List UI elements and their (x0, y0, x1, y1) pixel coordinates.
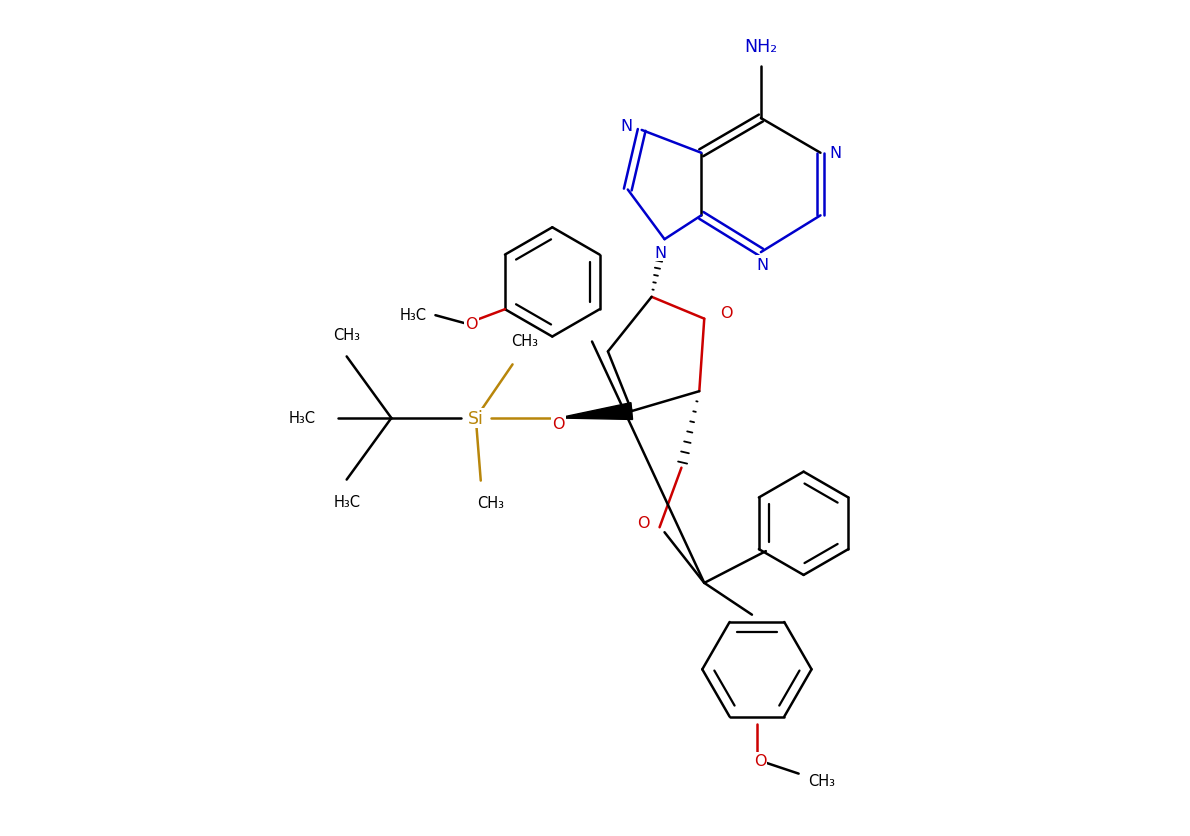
Text: O: O (552, 417, 564, 432)
Text: N: N (654, 245, 666, 260)
Text: O: O (465, 316, 477, 331)
Text: CH₃: CH₃ (808, 773, 835, 788)
Text: H₃C: H₃C (288, 411, 315, 426)
Text: N: N (757, 257, 769, 273)
Text: O: O (638, 515, 650, 530)
Text: Si: Si (468, 410, 483, 427)
Text: H₃C: H₃C (400, 308, 427, 323)
Text: N: N (621, 120, 633, 135)
Text: CH₃: CH₃ (511, 334, 538, 349)
Text: CH₃: CH₃ (477, 496, 505, 510)
Text: O: O (720, 306, 732, 321)
Text: O: O (753, 753, 766, 768)
Text: H₃C: H₃C (333, 494, 361, 509)
Polygon shape (558, 403, 633, 420)
Text: NH₂: NH₂ (744, 38, 777, 56)
Text: CH₃: CH₃ (333, 328, 361, 343)
Text: N: N (829, 146, 841, 161)
